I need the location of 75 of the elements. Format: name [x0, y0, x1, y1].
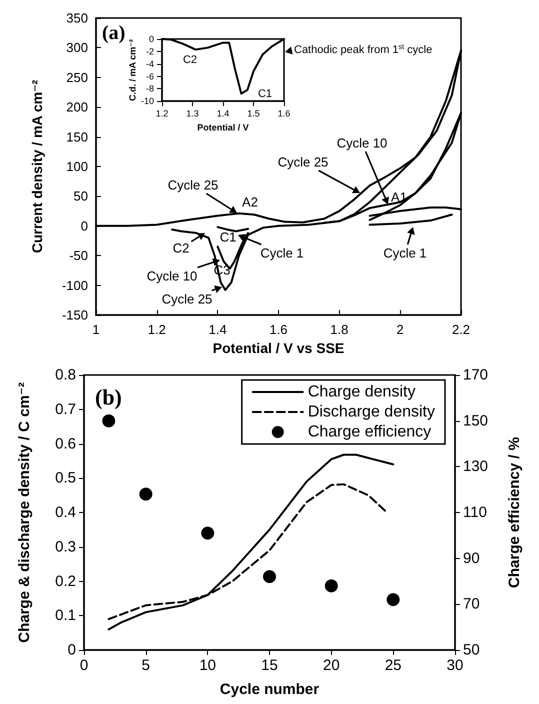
x-tick-label: 30: [446, 657, 464, 674]
y-tick-label: -150: [62, 308, 88, 322]
annotation: Cycle 10: [146, 268, 198, 284]
y-tick-label: 0.2: [55, 572, 76, 590]
y-tick-label: 100: [66, 159, 88, 174]
y-tick-label: 0.6: [55, 435, 76, 452]
x-tick-label: 1.4: [216, 108, 230, 119]
x-axis-title: Potential / V: [197, 122, 249, 132]
y-tick-label: 350: [66, 10, 88, 26]
y-tick-label: 0: [68, 642, 76, 658]
x-tick-label: 5: [142, 657, 150, 674]
annotation: Cycle 1: [383, 246, 427, 260]
chart-title: (b): [95, 384, 122, 410]
y2-tick-label: 170: [463, 366, 488, 384]
y2-tick-label: 90: [463, 550, 480, 567]
x-tick-label: 1.4: [208, 322, 227, 337]
y-tick-label: -6: [146, 71, 154, 82]
x-tick-label: 2: [396, 322, 404, 337]
y-tick-label: 0.1: [55, 607, 76, 624]
y-tick-label: -4: [146, 58, 154, 69]
chart-title: (a): [102, 22, 126, 44]
y2-axis-title: Charge efficiency / %: [506, 437, 523, 588]
annotation: C2: [182, 54, 198, 66]
x-tick-label: 2.2: [452, 322, 470, 337]
x-tick-label: 20: [322, 657, 340, 674]
legend-label: Charge efficiency: [308, 424, 432, 440]
y-tick-label: 250: [66, 70, 88, 85]
y2-tick-label: 130: [463, 458, 488, 476]
x-axis-title: Cycle number: [220, 681, 320, 698]
y-tick-label: -8: [146, 84, 154, 94]
y-tick-label: 0.7: [55, 400, 76, 418]
y-axis-title: Current density / mA cm⁻²: [29, 79, 45, 254]
y-tick-label: 150: [66, 129, 88, 144]
x-tick-label: 1.2: [148, 322, 166, 337]
y-tick-label: -10: [140, 96, 154, 106]
annotation: A2: [242, 194, 258, 210]
annotation: C1: [220, 230, 236, 244]
x-tick-label: 10: [199, 657, 216, 674]
legend-label: Discharge density: [308, 404, 435, 420]
x-axis-title: Potential / V vs SSE: [212, 340, 344, 356]
annotation: C2: [172, 240, 190, 256]
y-axis-title: C.d. / mA cm⁻²: [128, 39, 138, 102]
x-tick-label: 1.5: [247, 108, 260, 119]
y-axis-title: Charge & discharge density / C cm⁻²: [16, 382, 33, 643]
annotation: Cycle 25: [168, 178, 218, 192]
y-tick-label: 0.3: [55, 538, 76, 556]
x-tick-label: 1: [92, 322, 100, 337]
y-tick-label: -50: [69, 248, 88, 264]
y-tick-label: 0: [148, 34, 154, 44]
x-tick-label: 1.3: [186, 108, 199, 119]
y-tick-label: 50: [74, 188, 88, 204]
y-tick-label: 0.5: [55, 470, 76, 487]
annotation: Cycle 25: [162, 292, 212, 306]
y-tick-label: 0.8: [55, 366, 76, 384]
x-tick-label: 1.8: [330, 322, 348, 337]
y2-tick-label: 70: [463, 596, 480, 613]
x-tick-label: 1.6: [278, 108, 290, 119]
y-tick-label: 0.4: [55, 504, 76, 521]
annotation: Cycle 25: [278, 154, 328, 170]
annotation: Cycle 1: [260, 246, 304, 260]
x-tick-label: 1.2: [156, 108, 168, 119]
y-tick-label: 300: [66, 40, 88, 56]
y2-tick-label: 150: [463, 412, 488, 430]
y2-tick-label: 50: [463, 642, 480, 658]
y-tick-label: -2: [146, 46, 154, 56]
annotation: C1: [258, 88, 272, 100]
y-tick-label: 0: [80, 218, 88, 234]
legend-label: Charge density: [308, 384, 416, 400]
x-tick-label: 25: [384, 657, 402, 674]
y2-tick-label: 110: [463, 504, 487, 521]
x-tick-label: 15: [261, 657, 278, 674]
annotation: Cycle 10: [336, 136, 388, 150]
y-tick-label: -100: [62, 278, 88, 293]
x-tick-label: 1.6: [269, 322, 288, 337]
y-tick-label: 200: [66, 100, 88, 115]
